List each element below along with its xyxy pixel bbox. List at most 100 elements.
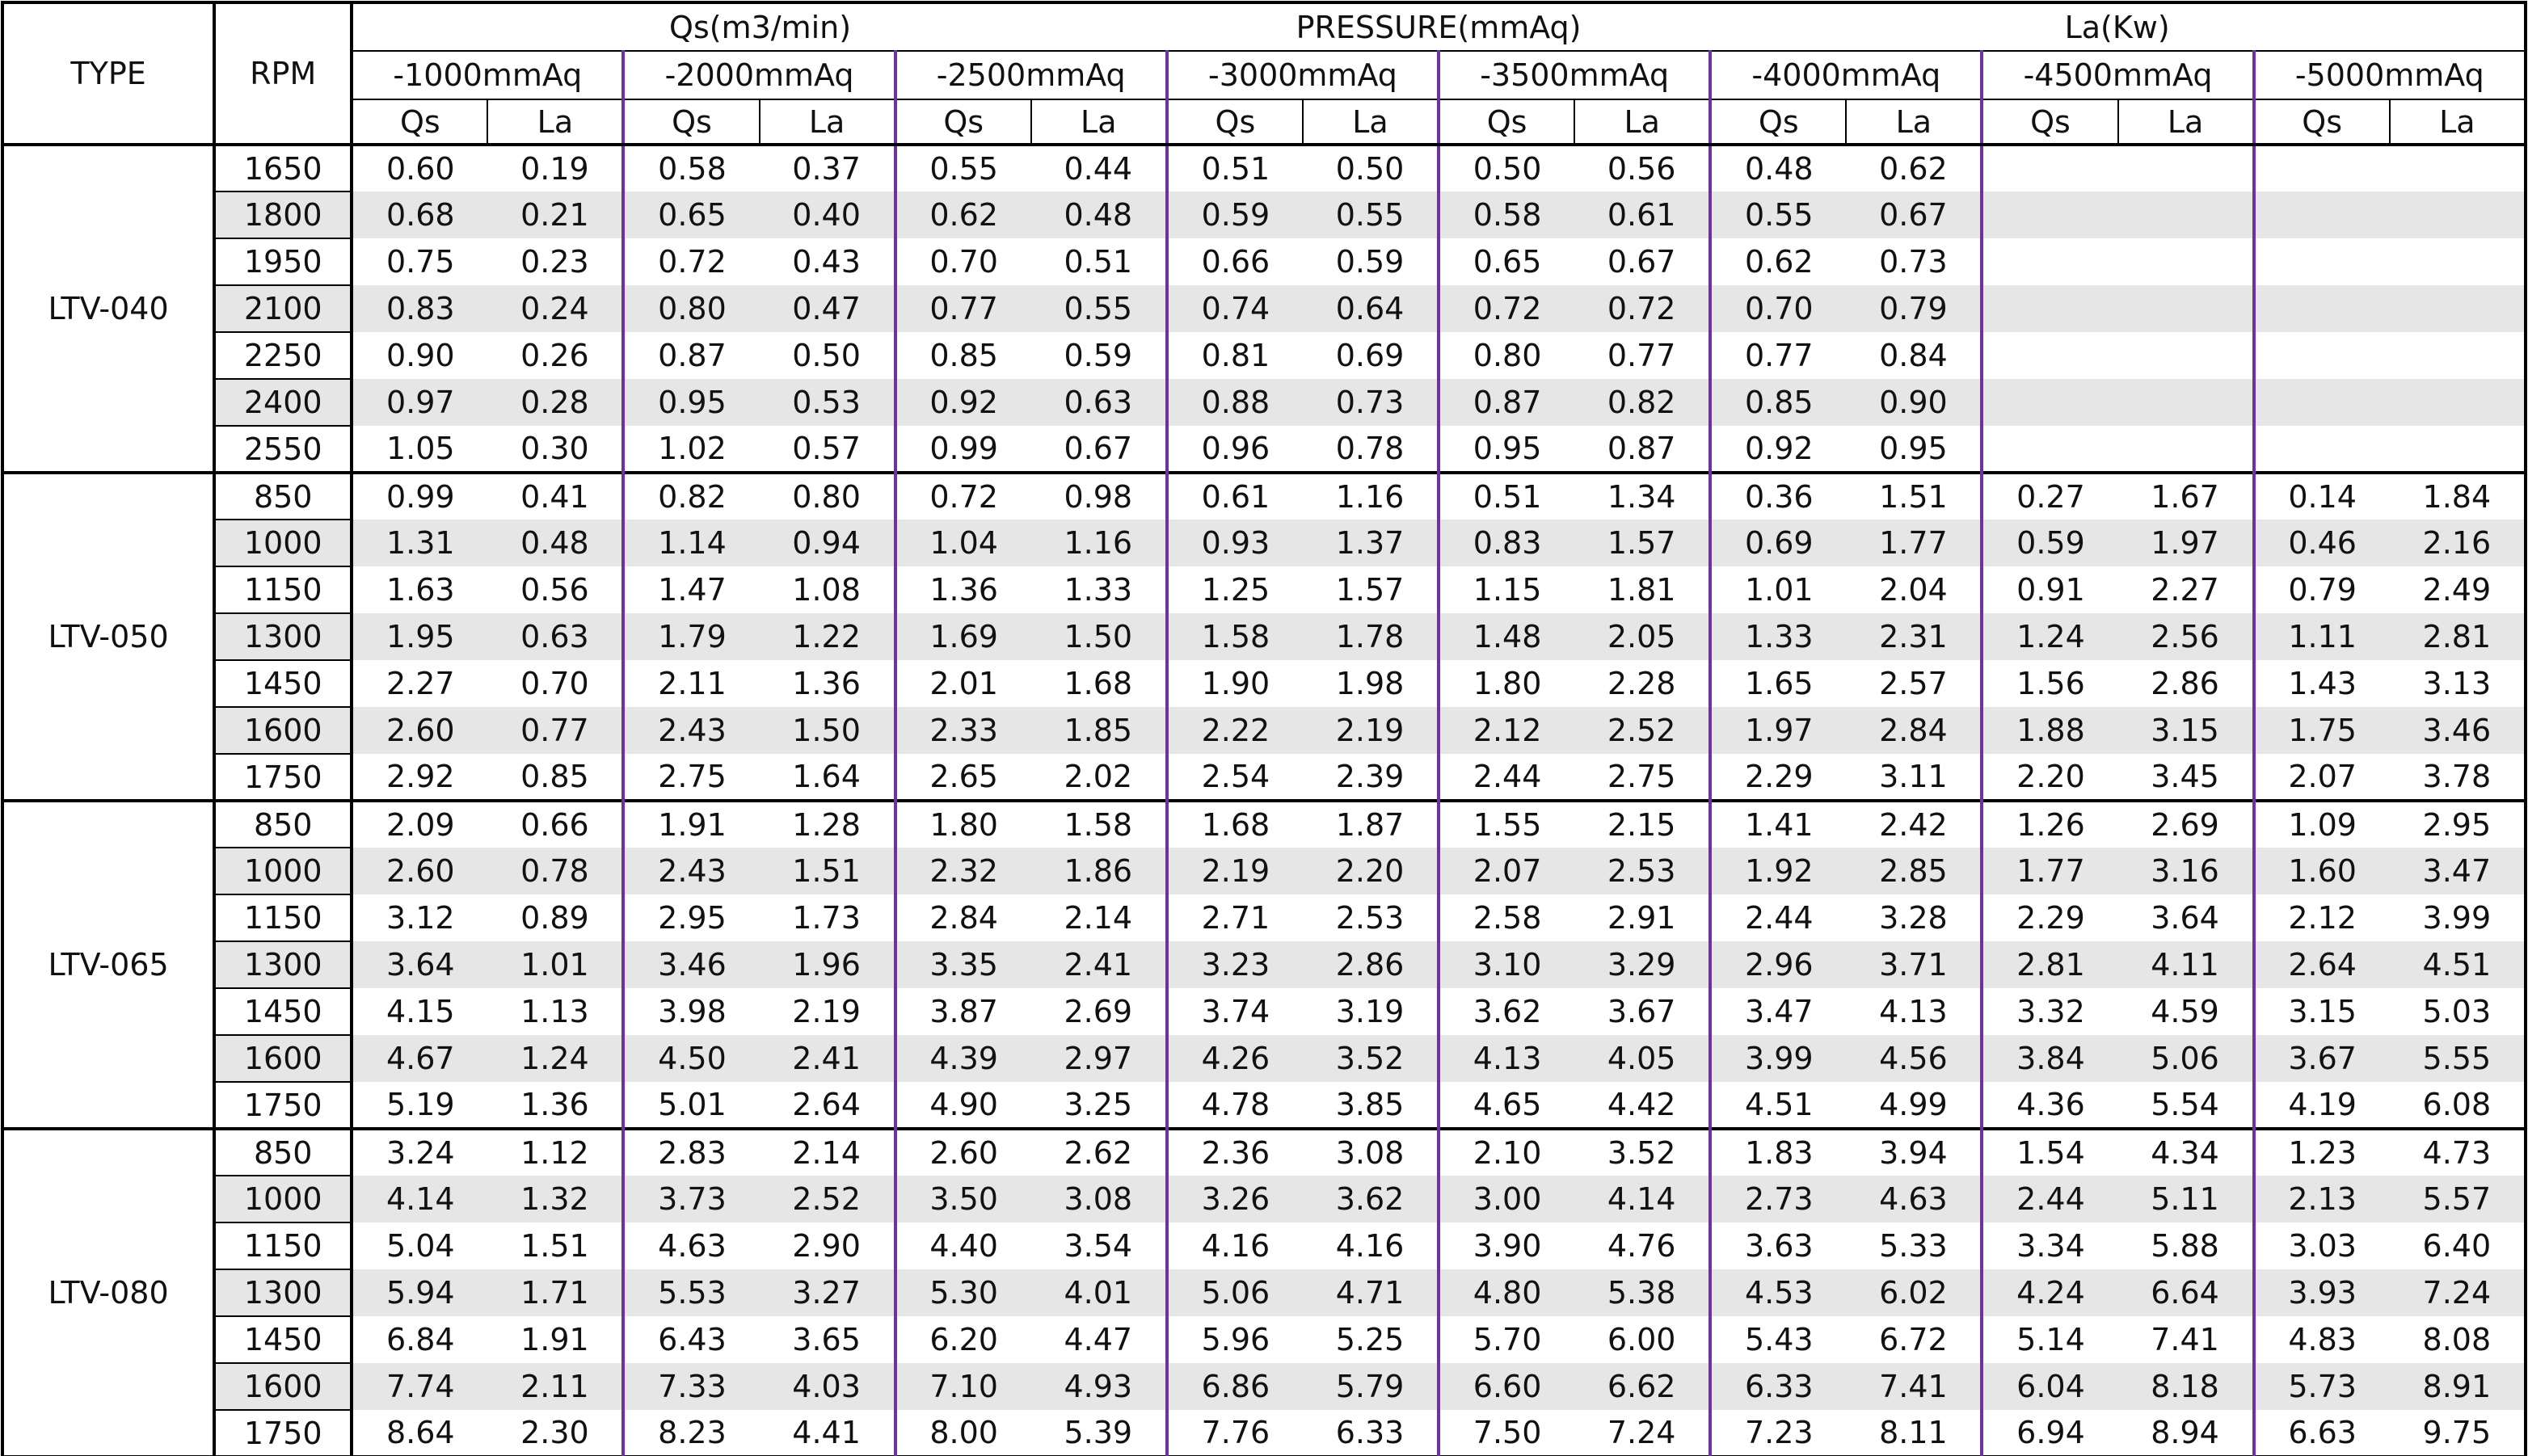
value-cell: 3.25 (1064, 1087, 1133, 1122)
value-cell: 0.30 (520, 431, 589, 466)
value-cell: 2.07 (2252, 754, 2390, 801)
value-cell: 2.14 (759, 1127, 895, 1176)
value-cell: 1.15 (1437, 566, 1575, 613)
value-cell: 0.89 (520, 900, 589, 936)
value-cell: 0.81 (1165, 332, 1303, 379)
value-cell: 0.84 (1879, 338, 1948, 373)
value-cell: 0.63 (1030, 379, 1167, 426)
value-cell: 1.54 (1980, 1127, 2118, 1176)
value-cell: 2.41 (1030, 941, 1167, 988)
value-cell: 7.24 (2389, 1269, 2526, 1316)
value-cell: 8.11 (1879, 1415, 1948, 1450)
value-cell: 3.08 (1302, 1127, 1439, 1176)
value-cell: 1.05 (386, 431, 455, 466)
table-row: 1450 4.15 1.13 3.98 2.19 3.87 2.69 3.74 3.19 3.62… (2, 987, 2526, 1036)
value-cell: 5.14 (1980, 1316, 2118, 1363)
value-cell: 5.38 (1574, 1269, 1711, 1316)
rpm-header: RPM (213, 2, 354, 145)
value-cell: 1.91 (520, 1322, 589, 1357)
value-cell: 0.79 (2252, 566, 2390, 613)
value-cell: 0.77 (487, 707, 624, 754)
value-cell: 0.56 (1574, 143, 1711, 191)
value-cell: 4.36 (1980, 1082, 2118, 1129)
value-cell: 1.97 (2117, 520, 2254, 566)
value-cell: 2.36 (1165, 1127, 1303, 1176)
value-cell: 3.00 (1437, 1176, 1575, 1222)
value-cell: 2.20 (1302, 848, 1439, 894)
value-cell: 2.42 (1846, 799, 1982, 848)
la-header: La (1574, 99, 1711, 146)
value-cell: 2.28 (1607, 666, 1676, 701)
table-row: LTV-080 850 3.24 1.12 2.83 2.14 2.60 2.62 2.36 3.… (2, 1127, 2526, 1456)
empty-cell (1980, 332, 2118, 379)
rpm-cell: 2100 (213, 284, 354, 333)
value-cell: 0.24 (487, 285, 624, 332)
type-cell: LTV-040 (2, 143, 217, 473)
qs-header: Qs (621, 99, 760, 146)
table-row: 1300 5.94 1.71 5.53 3.27 5.30 4.01 5.06 4.71 4.80… (2, 1269, 2526, 1317)
value-cell: 4.65 (1437, 1082, 1575, 1129)
value-cell: 0.59 (1064, 338, 1133, 373)
value-cell: 2.69 (1064, 994, 1133, 1029)
rpm-cell: 1150 (213, 1222, 354, 1270)
value-cell: 2.56 (2117, 613, 2254, 660)
value-cell: 8.00 (893, 1410, 1031, 1456)
value-cell: 1.96 (759, 941, 895, 988)
value-cell: 5.39 (1064, 1415, 1133, 1450)
value-cell: 0.55 (893, 143, 1031, 191)
value-cell: 0.48 (487, 520, 624, 566)
value-cell: 4.78 (1165, 1082, 1303, 1129)
value-cell: 1.33 (1064, 572, 1133, 608)
value-cell: 6.60 (1437, 1363, 1575, 1410)
value-cell: 0.59 (1335, 244, 1405, 280)
value-cell: 0.65 (1437, 238, 1575, 285)
value-cell: 1.88 (1980, 707, 2118, 754)
value-cell: 0.70 (1709, 285, 1847, 332)
value-cell: 0.92 (893, 379, 1031, 426)
value-cell: 2.11 (621, 660, 760, 707)
value-cell: 1.91 (621, 799, 760, 848)
pressure-header: -4000mmAq (1709, 51, 1982, 100)
rpm-cell: 2400 (213, 378, 354, 427)
value-cell: 2.27 (2151, 572, 2219, 608)
value-cell: 1.71 (487, 1269, 624, 1316)
value-cell: 2.44 (1437, 754, 1575, 801)
value-cell: 0.80 (621, 285, 760, 332)
value-cell: 0.67 (1846, 191, 1982, 238)
value-cell: 2.12 (1437, 707, 1575, 754)
rpm-cell: 1450 (213, 659, 354, 708)
value-cell: 2.57 (1879, 666, 1948, 701)
value-cell: 1.57 (1335, 572, 1405, 608)
value-cell: 3.99 (2422, 900, 2492, 936)
value-cell: 1.90 (1165, 660, 1303, 707)
value-cell: 3.47 (1709, 988, 1847, 1035)
value-cell: 8.08 (2422, 1322, 2492, 1357)
value-cell: 0.74 (1165, 285, 1303, 332)
table-row: TYPE RPM Qs(m3/min) PRESSURE(mmAq) La(Kw) (2, 2, 2526, 145)
value-cell: 7.41 (1846, 1363, 1982, 1410)
value-cell: 3.46 (2389, 707, 2526, 754)
value-cell: 0.83 (1437, 520, 1575, 566)
value-cell: 2.29 (1709, 754, 1847, 801)
empty-cell (1980, 143, 2118, 191)
value-cell: 1.32 (487, 1176, 624, 1222)
value-cell: 0.72 (893, 471, 1031, 520)
value-cell: 0.72 (621, 238, 760, 285)
value-cell: 0.51 (1165, 143, 1303, 191)
value-cell: 4.47 (1064, 1322, 1133, 1357)
empty-cell (1980, 285, 2118, 332)
value-cell: 5.55 (2389, 1035, 2526, 1082)
value-cell: 3.34 (1980, 1222, 2118, 1269)
value-cell: 4.34 (2117, 1127, 2254, 1176)
value-cell: 7.33 (621, 1363, 760, 1410)
value-cell: 1.14 (621, 520, 760, 566)
value-cell: 2.83 (621, 1127, 760, 1176)
value-cell: 0.96 (1165, 426, 1303, 473)
value-cell: 2.16 (2389, 520, 2526, 566)
value-cell: 1.04 (893, 520, 1031, 566)
value-cell: 1.12 (487, 1127, 624, 1176)
value-cell: 0.67 (1064, 431, 1133, 466)
value-cell: 0.99 (352, 471, 488, 520)
value-cell: 5.06 (1165, 1269, 1303, 1316)
